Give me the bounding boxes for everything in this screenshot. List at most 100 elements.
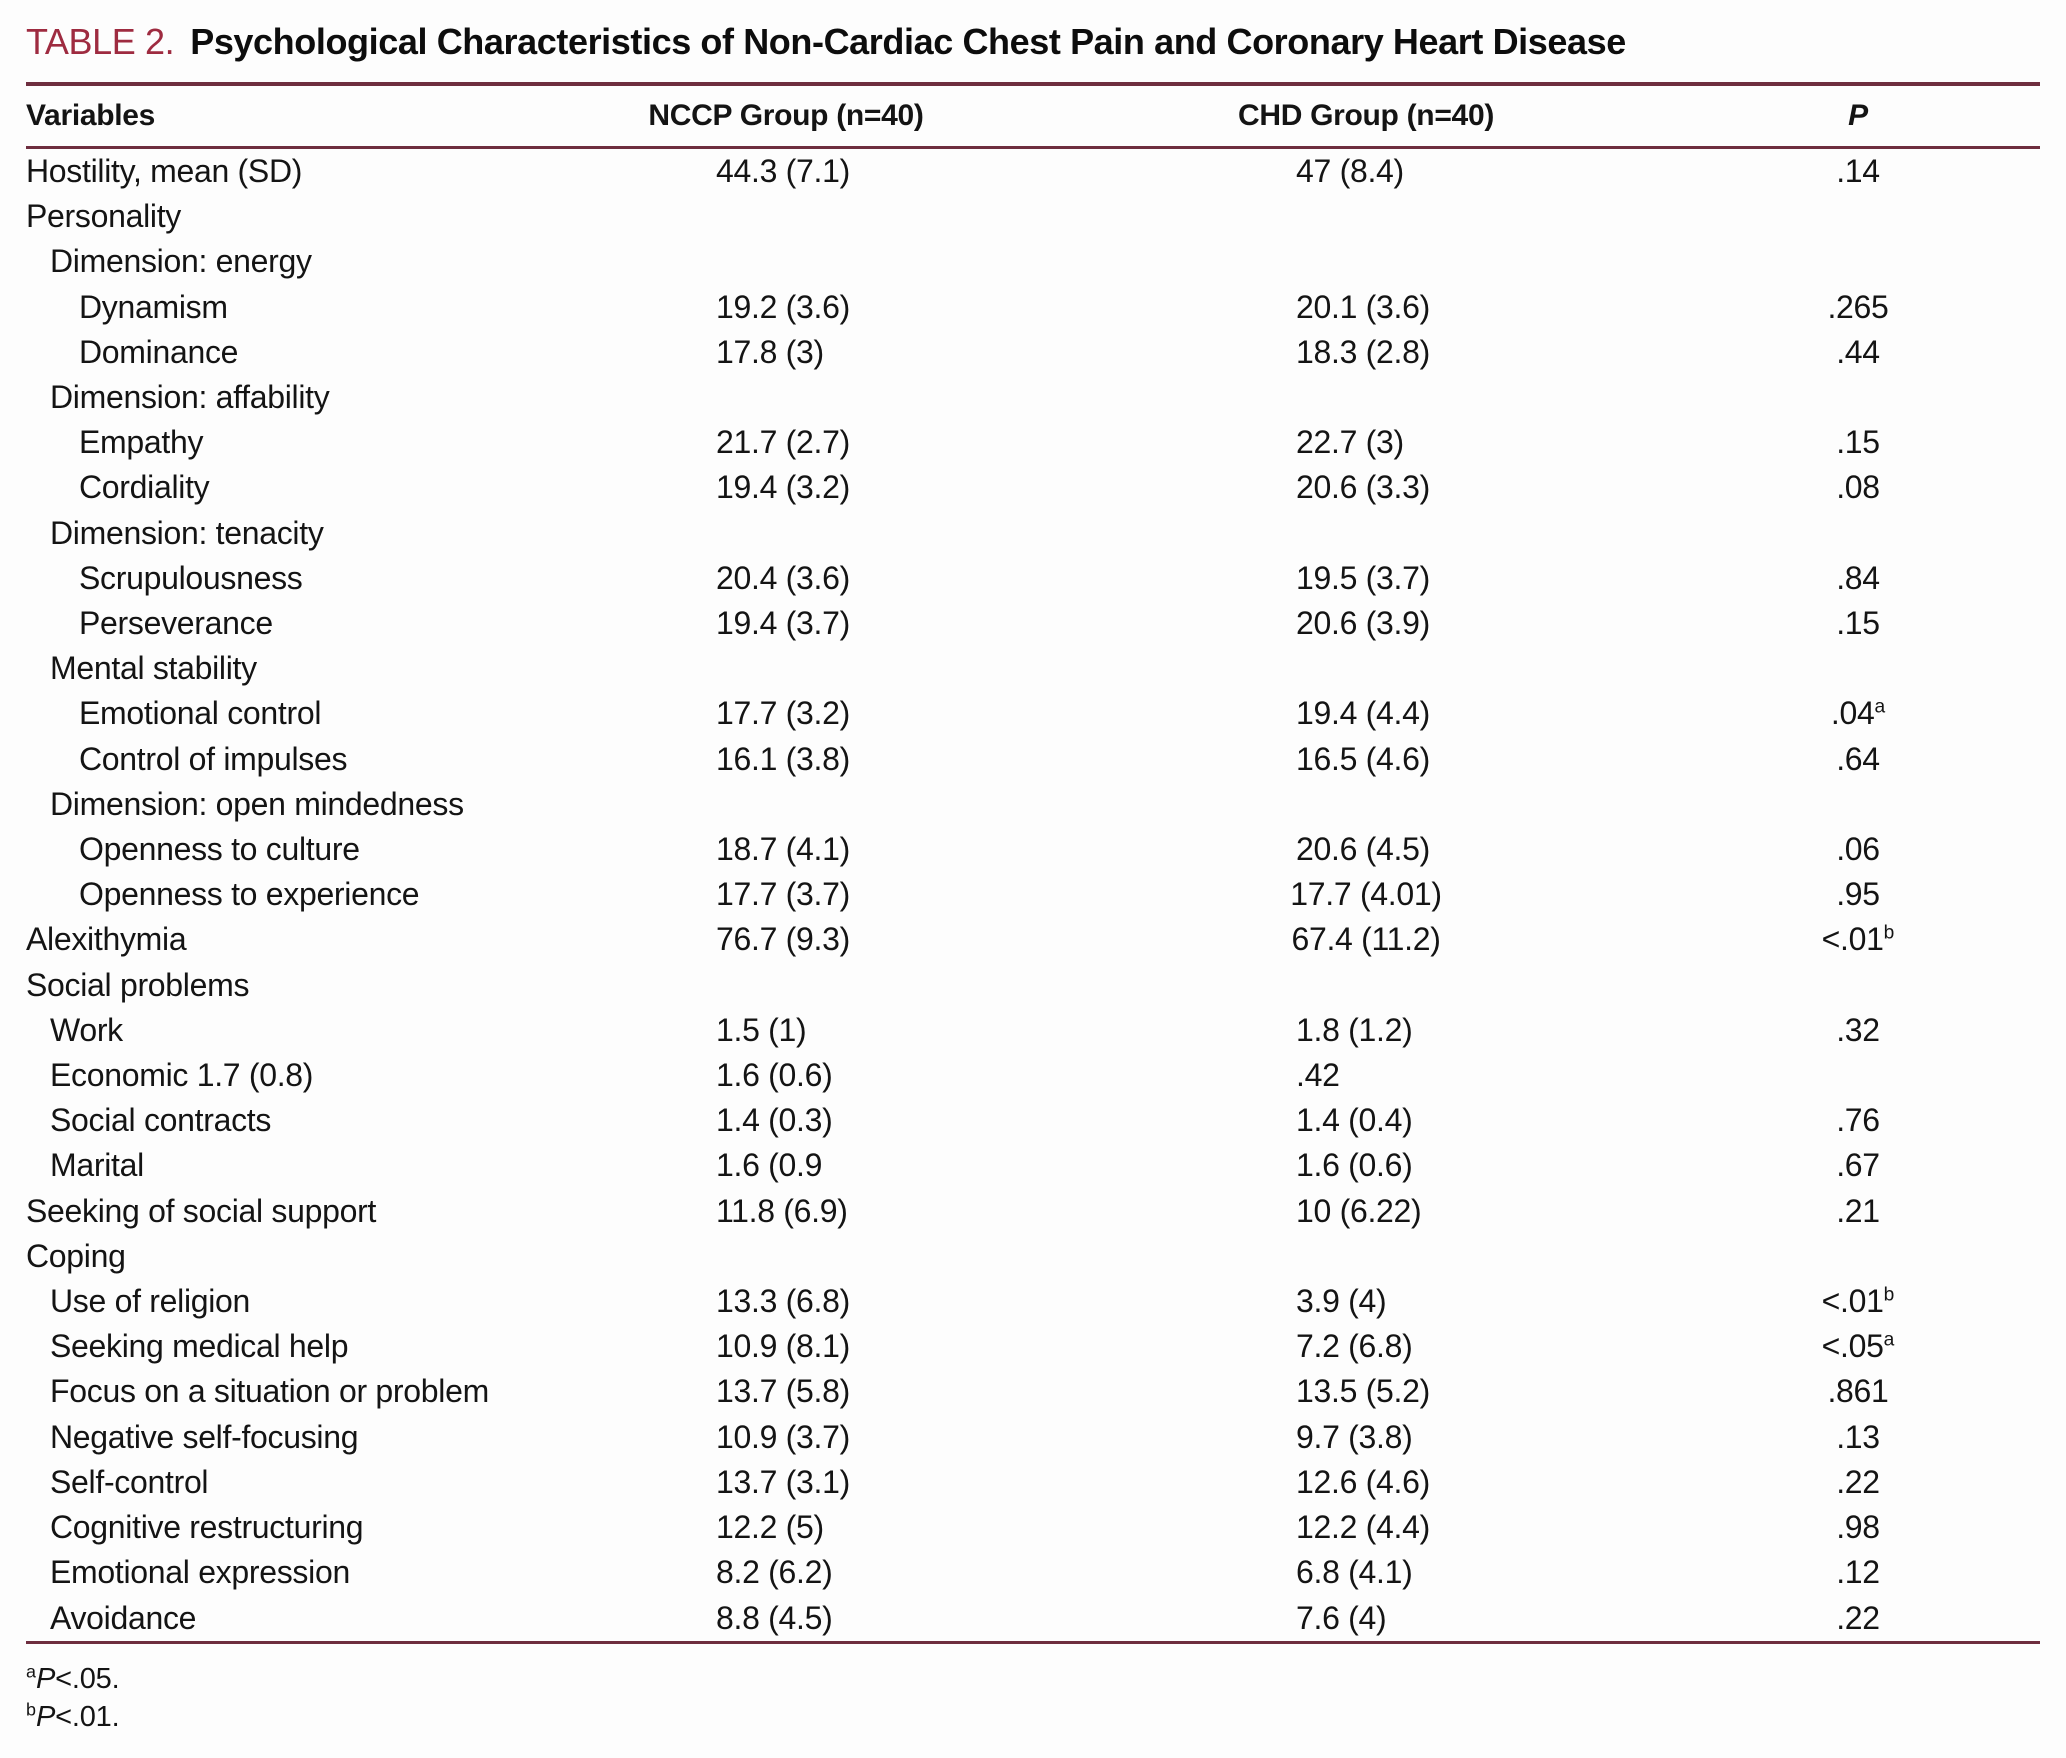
table-row: Social problems	[26, 963, 2040, 1008]
variable-label: Dynamism	[79, 288, 228, 325]
nccp-value-cell: 10.9 (3.7)	[516, 1415, 1056, 1460]
p-value-cell	[1676, 963, 2040, 1008]
nccp-value-cell	[516, 646, 1056, 691]
variable-cell: Mental stability	[26, 646, 516, 691]
table-row: Emotional expression 8.2 (6.2) 6.8 (4.1)…	[26, 1550, 2040, 1595]
p-value-cell: .64	[1676, 737, 2040, 782]
table-row: Use of religion 13.3 (6.8) 3.9 (4) <.01b	[26, 1279, 2040, 1324]
chd-value: 18.3 (2.8)	[1296, 333, 1430, 370]
p-value: .12	[1836, 1554, 1880, 1591]
chd-value: 7.6 (4)	[1296, 1599, 1387, 1636]
table-row: Focus on a situation or problem 13.7 (5.…	[26, 1369, 2040, 1414]
nccp-value-cell: 19.4 (3.7)	[516, 601, 1056, 646]
chd-value: 20.6 (3.3)	[1296, 469, 1430, 506]
table-row: Mental stability	[26, 646, 2040, 691]
table-body: Hostility, mean (SD) 44.3 (7.1) 47 (8.4)…	[26, 148, 2040, 1644]
p-value-cell: .67	[1676, 1143, 2040, 1188]
nccp-value: 18.7 (4.1)	[716, 831, 850, 868]
chd-value-cell: 7.6 (4)	[1056, 1595, 1676, 1644]
variable-label: Mental stability	[50, 650, 257, 687]
chd-value: 67.4 (11.2)	[1291, 921, 1441, 958]
p-value: .44	[1836, 333, 1880, 370]
nccp-value-cell: 20.4 (3.6)	[516, 556, 1056, 601]
p-value-cell	[1676, 1234, 2040, 1279]
nccp-value-cell	[516, 511, 1056, 556]
variable-cell: Openness to experience	[26, 872, 516, 917]
table-row: Scrupulousness 20.4 (3.6) 19.5 (3.7) .84	[26, 556, 2040, 601]
variable-label: Marital	[50, 1147, 144, 1184]
chd-value-cell: 3.9 (4)	[1056, 1279, 1676, 1324]
nccp-value-cell	[516, 1234, 1056, 1279]
nccp-value-cell: 19.2 (3.6)	[516, 285, 1056, 330]
chd-value: 6.8 (4.1)	[1296, 1554, 1413, 1591]
variable-label: Cognitive restructuring	[50, 1509, 364, 1546]
p-value: .95	[1836, 876, 1880, 913]
p-value-cell: .22	[1676, 1595, 2040, 1644]
variable-label: Social contracts	[50, 1102, 272, 1139]
table-row: Negative self-focusing 10.9 (3.7) 9.7 (3…	[26, 1415, 2040, 1460]
chd-value-cell	[1056, 1234, 1676, 1279]
variable-label: Economic 1.7 (0.8)	[50, 1057, 314, 1094]
variable-cell: Personality	[26, 194, 516, 239]
table-row: Dynamism 19.2 (3.6) 20.1 (3.6) .265	[26, 285, 2040, 330]
nccp-value-cell	[516, 239, 1056, 284]
variable-label: Work	[50, 1011, 123, 1048]
p-value-cell	[1676, 194, 2040, 239]
variable-label: Dimension: affability	[50, 379, 330, 416]
chd-value: 1.6 (0.6)	[1296, 1147, 1413, 1184]
table-row: Cordiality 19.4 (3.2) 20.6 (3.3) .08	[26, 465, 2040, 510]
chd-value-cell: 7.2 (6.8)	[1056, 1324, 1676, 1369]
data-table: Variables NCCP Group (n=40) CHD Group (n…	[26, 82, 2040, 1644]
nccp-value-cell: 19.4 (3.2)	[516, 465, 1056, 510]
footnote-a-p-variable: P	[36, 1662, 56, 1695]
variable-label: Control of impulses	[79, 740, 348, 777]
p-value-cell	[1676, 646, 2040, 691]
column-header-chd-group: CHD Group (n=40)	[1056, 84, 1676, 149]
variable-cell: Focus on a situation or problem	[26, 1369, 516, 1414]
chd-value-cell	[1056, 963, 1676, 1008]
nccp-value-cell: 17.7 (3.7)	[516, 872, 1056, 917]
variable-label: Openness to culture	[79, 831, 360, 868]
variable-label: Coping	[26, 1237, 126, 1274]
table-row: Hostility, mean (SD) 44.3 (7.1) 47 (8.4)…	[26, 148, 2040, 195]
chd-value-cell	[1056, 646, 1676, 691]
nccp-value: 16.1 (3.8)	[716, 740, 850, 777]
nccp-value: 19.2 (3.6)	[716, 288, 850, 325]
column-header-nccp-group: NCCP Group (n=40)	[516, 84, 1056, 149]
variable-cell: Work	[26, 1008, 516, 1053]
chd-value: 10 (6.22)	[1296, 1192, 1422, 1229]
p-value: .15	[1836, 424, 1880, 461]
p-value: .21	[1836, 1192, 1880, 1229]
table-title: Psychological Characteristics of Non-Car…	[190, 21, 1626, 62]
variable-label: Self-control	[50, 1463, 209, 1500]
variable-label: Seeking of social support	[26, 1192, 377, 1229]
footnote-a-text: <.05.	[55, 1662, 120, 1695]
p-value-cell: .861	[1676, 1369, 2040, 1414]
p-value: .15	[1836, 605, 1880, 642]
chd-value-cell: 17.7 (4.01)	[1056, 872, 1676, 917]
p-value: .32	[1836, 1011, 1880, 1048]
p-value-cell	[1676, 1053, 2040, 1098]
nccp-value: 1.6 (0.9	[716, 1147, 823, 1184]
nccp-value-cell	[516, 963, 1056, 1008]
chd-value-cell: 10 (6.22)	[1056, 1189, 1676, 1234]
variable-cell: Dynamism	[26, 285, 516, 330]
variable-cell: Seeking of social support	[26, 1189, 516, 1234]
nccp-value-cell: 8.2 (6.2)	[516, 1550, 1056, 1595]
variable-cell: Negative self-focusing	[26, 1415, 516, 1460]
table-row: Seeking medical help 10.9 (8.1) 7.2 (6.8…	[26, 1324, 2040, 1369]
variable-label: Avoidance	[50, 1599, 197, 1636]
p-value: .14	[1836, 153, 1880, 189]
table-row: Openness to culture 18.7 (4.1) 20.6 (4.5…	[26, 827, 2040, 872]
p-value: .08	[1836, 469, 1880, 506]
variable-label: Empathy	[79, 424, 204, 461]
nccp-value-cell: 13.3 (6.8)	[516, 1279, 1056, 1324]
variable-label: Scrupulousness	[79, 559, 303, 596]
chd-value-cell: 20.1 (3.6)	[1056, 285, 1676, 330]
nccp-value-cell: 1.5 (1)	[516, 1008, 1056, 1053]
chd-value: 12.6 (4.6)	[1296, 1463, 1430, 1500]
p-value: .861	[1827, 1373, 1889, 1410]
nccp-value-cell: 11.8 (6.9)	[516, 1189, 1056, 1234]
variable-label: Openness to experience	[79, 876, 420, 913]
chd-value: .42	[1296, 1057, 1340, 1094]
